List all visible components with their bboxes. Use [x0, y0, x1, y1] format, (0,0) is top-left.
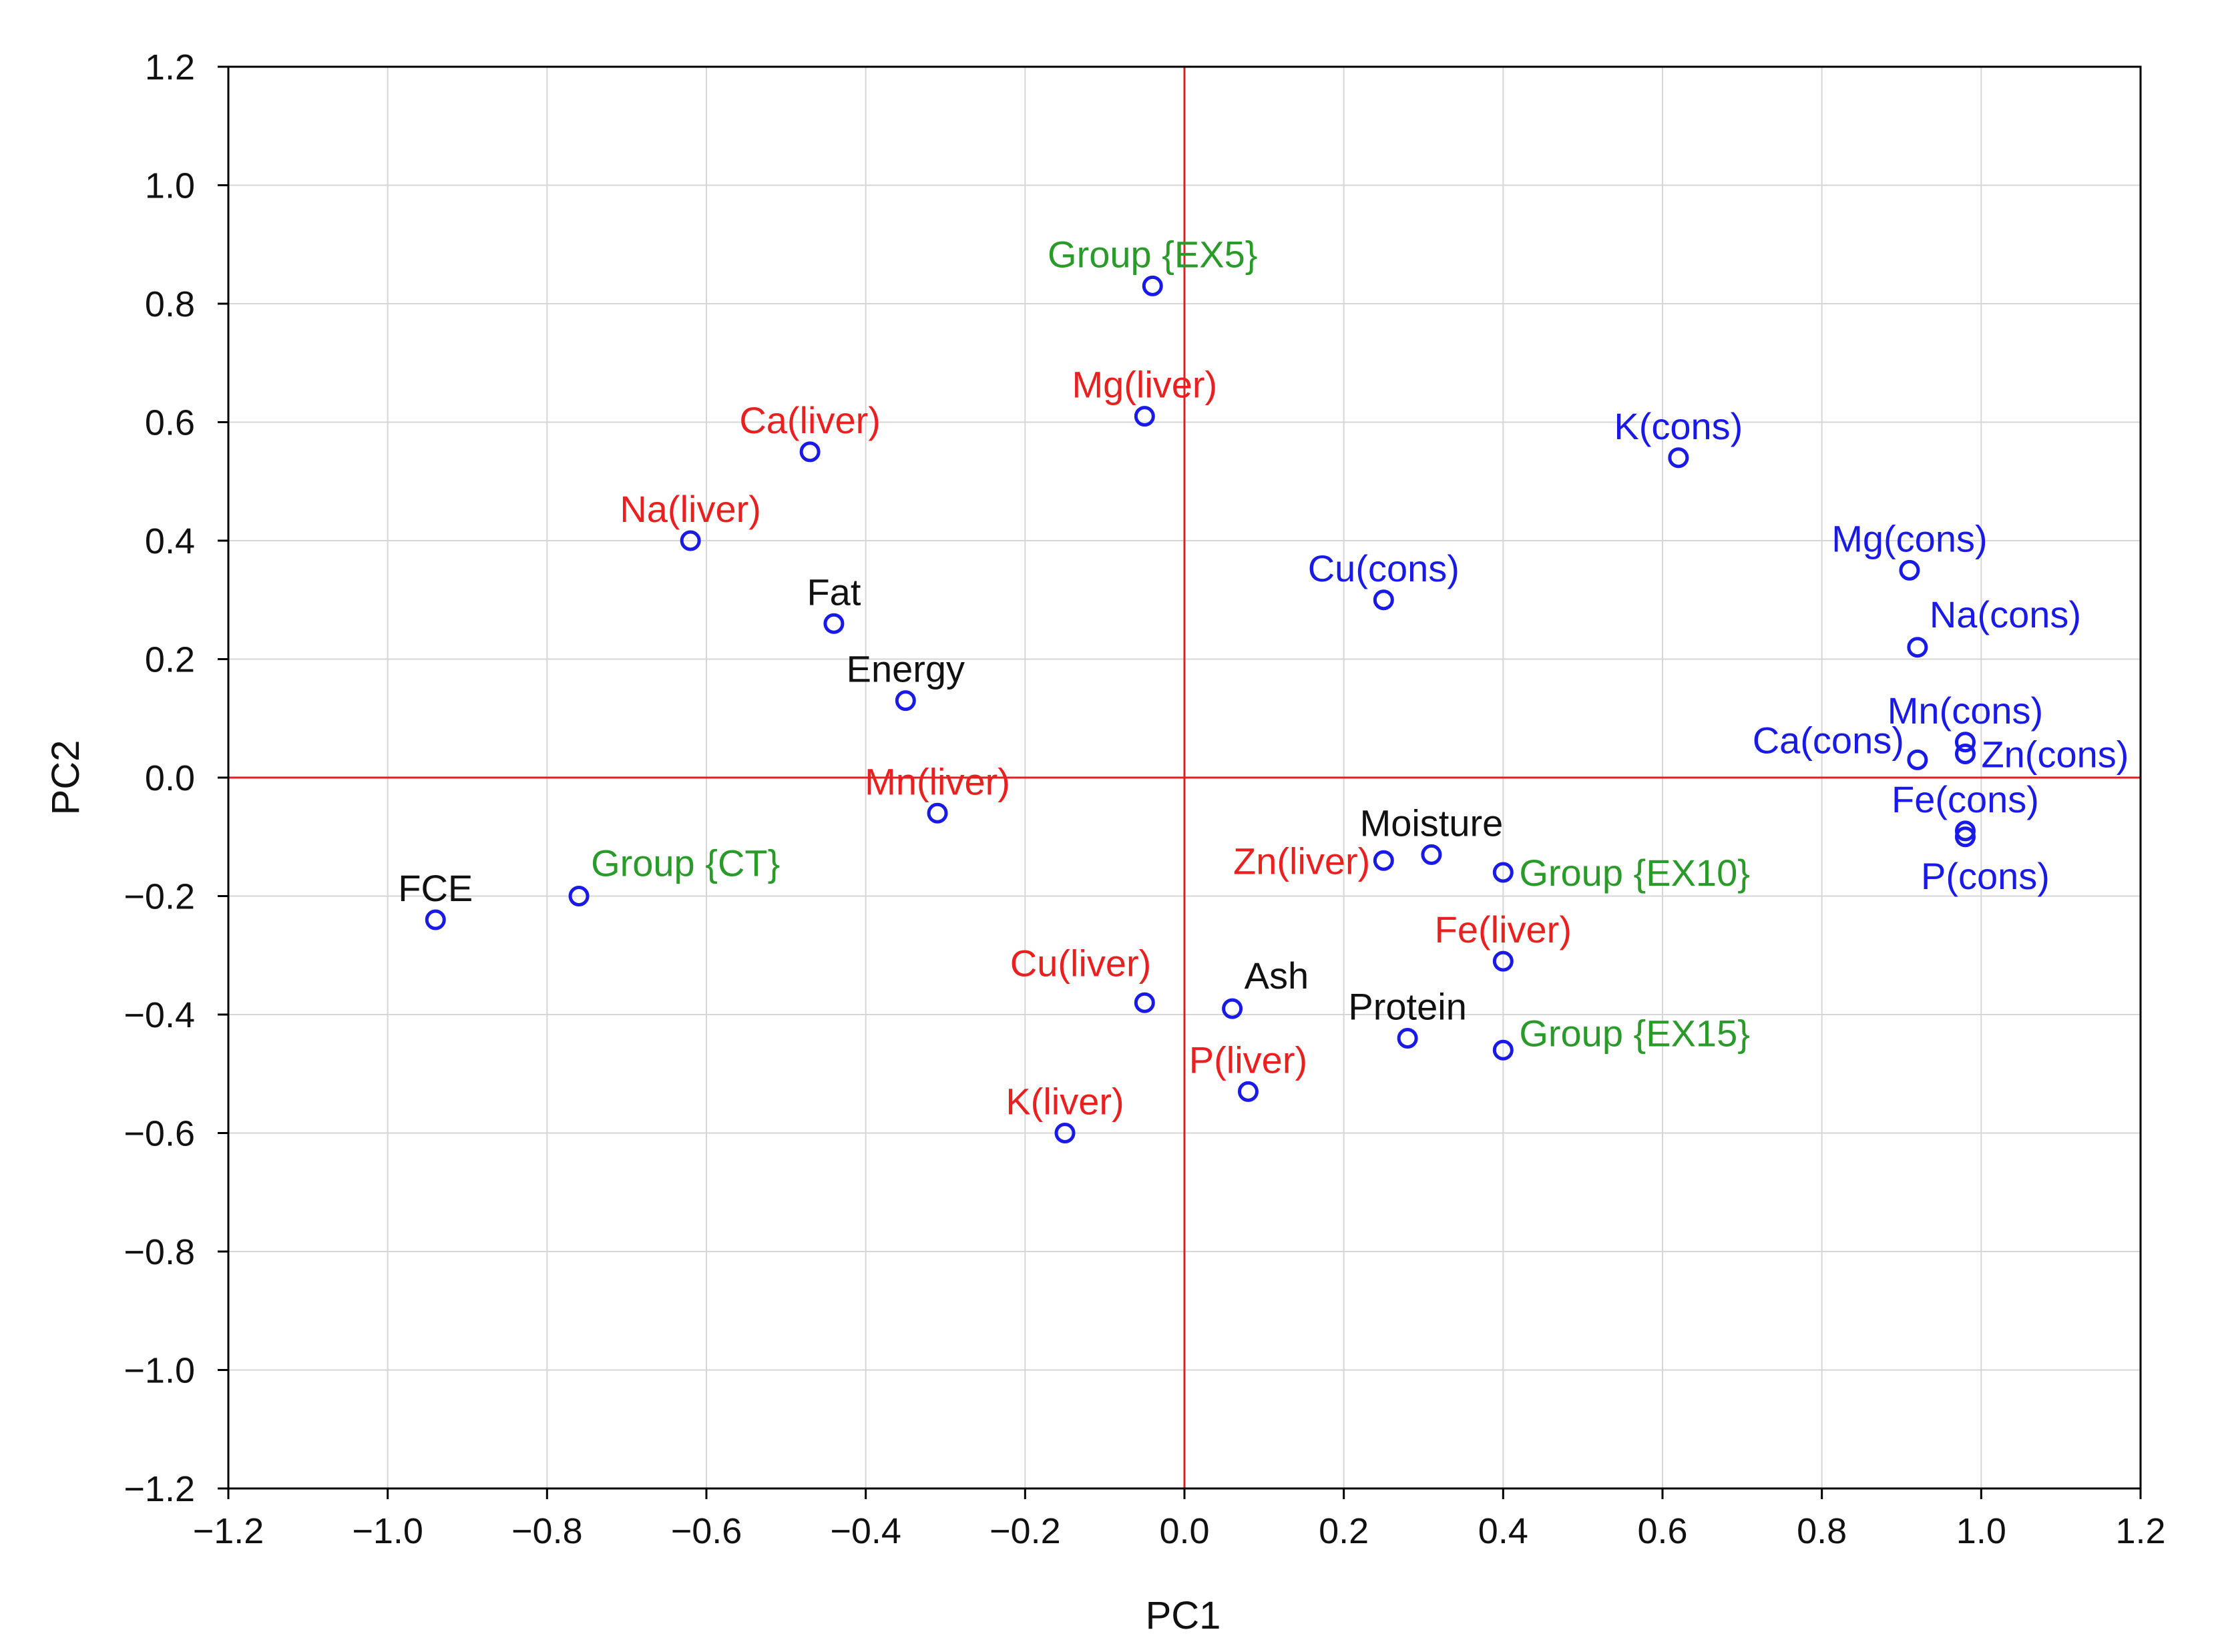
- data-point-liver: [1134, 406, 1155, 427]
- data-point-carcass: [823, 613, 845, 634]
- data-point-carcass: [1397, 1028, 1418, 1049]
- data-point-cons: [1954, 820, 1976, 842]
- data-point-group: [568, 886, 590, 906]
- point-label-liver: K(liver): [1006, 1081, 1124, 1123]
- y-axis-label: PC2: [44, 740, 87, 816]
- data-point-liver: [680, 530, 701, 551]
- data-point-group: [1492, 1039, 1514, 1061]
- point-label-group: Group {EX15}: [1519, 1012, 1750, 1054]
- point-label-group: Group {EX10}: [1519, 852, 1750, 894]
- point-label-group: Group {CT}: [591, 842, 780, 884]
- point-label-cons: P(cons): [1921, 855, 2050, 897]
- data-point-cons: [1899, 559, 1920, 581]
- data-point-liver: [1054, 1123, 1076, 1143]
- point-label-liver: Fe(liver): [1435, 908, 1572, 950]
- point-label-cons: Zn(cons): [1981, 734, 2129, 776]
- point-label-group: Group {EX5}: [1048, 233, 1257, 275]
- x-tick-label: 0.2: [1319, 1511, 1369, 1551]
- y-tick-label: 0.4: [145, 521, 195, 561]
- point-label-cons: Na(cons): [1930, 593, 2081, 635]
- data-point-liver: [1492, 950, 1514, 972]
- axis-ticks: −1.2 −1.0 −0.8 −0.6 −0.4 −0.2 0.0 0.2 0.4 0.6 0.8 1…: [124, 47, 2165, 1551]
- point-label-liver: Zn(liver): [1233, 840, 1370, 882]
- data-point-carcass: [425, 909, 446, 930]
- point-label-cons: Fe(cons): [1892, 778, 2039, 820]
- data-point-carcass: [1222, 998, 1243, 1019]
- point-label-carcass: Energy: [847, 648, 965, 690]
- y-tick-label: −0.8: [124, 1232, 195, 1272]
- y-tick-label: −0.2: [124, 877, 195, 917]
- y-tick-label: −0.6: [124, 1114, 195, 1154]
- point-label-cons: Cu(cons): [1308, 547, 1460, 589]
- x-tick-label: −0.4: [830, 1511, 901, 1551]
- x-tick-label: −0.2: [989, 1511, 1061, 1551]
- x-axis-label: PC1: [1146, 1594, 1221, 1637]
- x-tick-label: 1.2: [2115, 1511, 2165, 1551]
- data-point-liver: [1373, 850, 1394, 871]
- point-label-cons: Ca(cons): [1753, 719, 1904, 761]
- x-tick-label: 0.0: [1159, 1511, 1209, 1551]
- point-label-liver: P(liver): [1189, 1039, 1307, 1081]
- data-point-cons: [1373, 589, 1394, 611]
- y-tick-label: 0.0: [145, 758, 195, 798]
- data-points: [425, 275, 1976, 1143]
- data-point-cons: [1954, 732, 1976, 753]
- x-tick-label: −1.2: [193, 1511, 264, 1551]
- data-point-cons: [1668, 447, 1689, 469]
- data-point-carcass: [1421, 844, 1442, 865]
- x-tick-label: 0.8: [1797, 1511, 1847, 1551]
- point-label-liver: Ca(liver): [739, 399, 881, 441]
- point-label-liver: Na(liver): [620, 488, 761, 530]
- data-point-group: [1142, 275, 1163, 296]
- point-label-liver: Cu(liver): [1010, 942, 1152, 984]
- point-label-cons: Mn(cons): [1888, 690, 2043, 732]
- data-point-carcass: [895, 690, 916, 712]
- y-tick-label: −1.0: [124, 1351, 195, 1391]
- x-tick-label: −0.6: [671, 1511, 742, 1551]
- y-tick-label: 1.0: [145, 166, 195, 206]
- point-label-carcass: Moisture: [1360, 802, 1504, 844]
- data-point-group: [1492, 862, 1514, 883]
- y-tick-label: 1.2: [145, 47, 195, 87]
- point-label-cons: Mg(cons): [1831, 517, 1987, 559]
- x-tick-label: 1.0: [1956, 1511, 2006, 1551]
- data-point-cons: [1954, 744, 1976, 764]
- data-point-liver: [927, 802, 948, 824]
- point-label-liver: Mg(liver): [1072, 364, 1217, 406]
- data-point-cons: [1907, 637, 1928, 658]
- x-tick-label: −1.0: [352, 1511, 423, 1551]
- data-point-liver: [1237, 1081, 1259, 1102]
- y-tick-label: 0.8: [145, 284, 195, 324]
- y-tick-label: 0.6: [145, 403, 195, 443]
- data-point-cons: [1907, 749, 1928, 770]
- data-point-cons: [1954, 826, 1976, 848]
- reference-lines: [228, 67, 2141, 1488]
- point-label-carcass: Protein: [1348, 986, 1466, 1028]
- y-tick-label: −1.2: [124, 1469, 195, 1509]
- x-tick-label: −0.8: [511, 1511, 583, 1551]
- x-tick-label: 0.4: [1478, 1511, 1528, 1551]
- point-label-carcass: Fat: [807, 571, 861, 613]
- x-tick-label: 0.6: [1637, 1511, 1687, 1551]
- point-label-carcass: Ash: [1245, 954, 1309, 997]
- point-label-carcass: FCE: [398, 867, 473, 909]
- point-labels: Group {EX5} Group {CT} Group {EX10} Group {…: [398, 233, 2129, 1122]
- data-point-liver: [1134, 992, 1155, 1013]
- data-point-liver: [799, 441, 821, 463]
- point-label-liver: Mn(liver): [865, 760, 1010, 802]
- y-tick-label: −0.4: [124, 995, 195, 1035]
- y-tick-label: 0.2: [145, 640, 195, 680]
- point-label-cons: K(cons): [1614, 405, 1743, 447]
